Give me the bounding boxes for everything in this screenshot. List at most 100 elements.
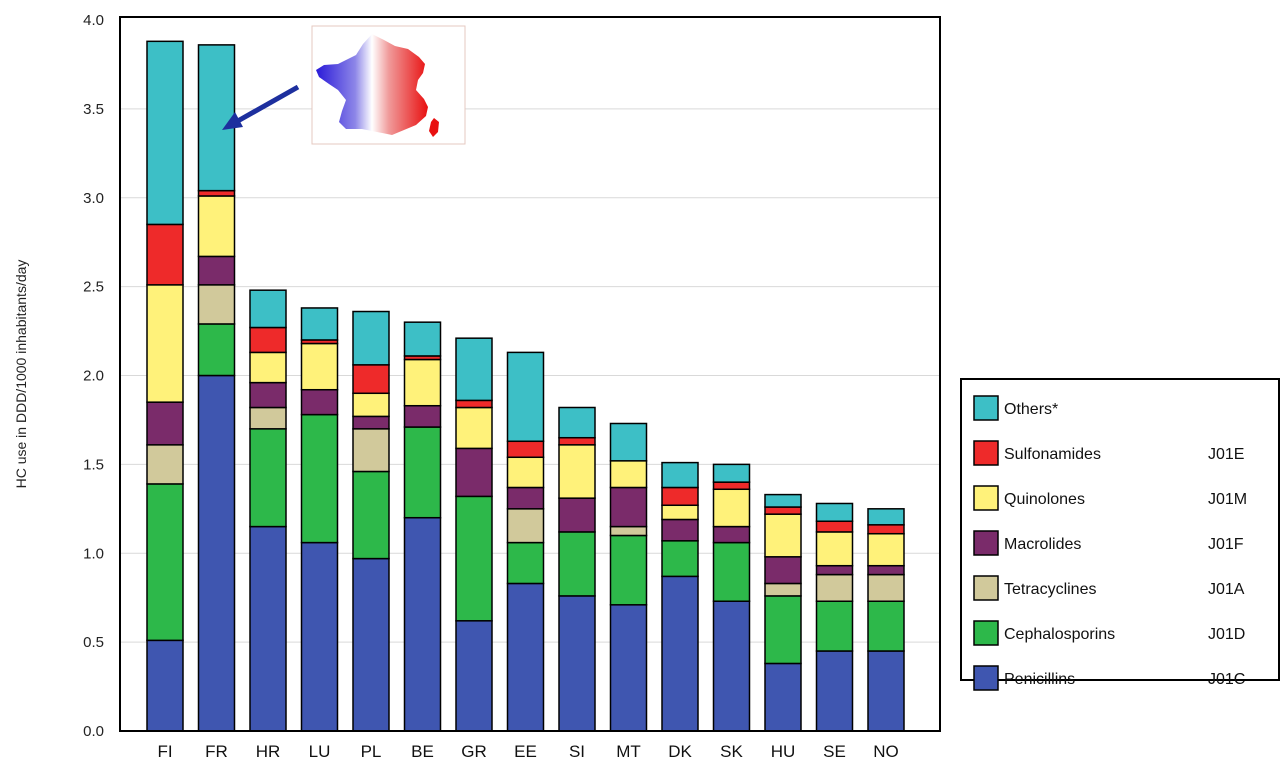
bar-segment-lu-cephalosporins	[300, 413, 339, 544]
bar-segment-gr-cephalosporins	[455, 495, 493, 622]
bar-segment-pl-macrolides	[352, 415, 390, 430]
bar-segment-se-penicillins	[815, 650, 854, 732]
legend-label: Quinolones	[1004, 491, 1085, 508]
y-tick-label: 2.5	[83, 279, 104, 296]
x-category-label: SK	[720, 742, 743, 761]
bar-segment-mt-macrolides	[609, 486, 648, 528]
bar-segment-no-cephalosporins	[867, 600, 905, 652]
bar-segment-ee-cephalosporins	[506, 541, 545, 585]
bar-segment-no-macrolides	[867, 564, 905, 576]
y-tick-label: 3.5	[83, 101, 104, 118]
bar-segment-pl-quinolones	[352, 392, 390, 418]
bar-segment-mt-cephalosporins	[609, 534, 648, 606]
bar-segment-sk-quinolones	[712, 488, 751, 528]
y-axis-ticks: 0.0 0.5 1.0 1.5 2.0 2.5 3.0 3.5 4.0	[83, 12, 104, 740]
bar-segment-pl-others	[352, 310, 390, 366]
annotation-arrow	[234, 84, 300, 125]
bar-segment-no-tetracyclines	[867, 573, 905, 602]
bar-segment-no-others	[867, 508, 905, 526]
x-category-label: BE	[411, 742, 434, 761]
bar-segment-gr-macrolides	[455, 447, 493, 498]
legend-code: J01C	[1208, 671, 1245, 688]
x-category-label: FI	[157, 742, 172, 761]
bar-segment-se-tetracyclines	[815, 573, 854, 602]
x-category-label: EE	[514, 742, 537, 761]
legend-swatch	[973, 530, 999, 556]
bar-segment-be-quinolones	[403, 358, 442, 407]
bar-segment-gr-quinolones	[455, 406, 493, 450]
bar-segment-fi-macrolides	[146, 401, 184, 446]
bar-segment-lu-quinolones	[300, 342, 339, 391]
legend-swatch	[973, 665, 999, 691]
bar-segment-fr-sulfonamides	[197, 189, 236, 197]
y-tick-label: 3.0	[83, 190, 104, 207]
y-axis-title: HC use in DDD/1000 inhabitants/day	[13, 260, 29, 489]
bar-segment-hu-quinolones	[764, 513, 802, 558]
bar-segment-hu-sulfonamides	[764, 506, 802, 515]
legend-code: J01D	[1208, 626, 1245, 643]
x-category-label: SI	[569, 742, 585, 761]
x-category-label: HR	[256, 742, 281, 761]
bar-segment-hr-quinolones	[249, 351, 287, 384]
x-category-label: HU	[771, 742, 796, 761]
legend-box	[960, 378, 1280, 681]
x-category-label: NO	[873, 742, 899, 761]
legend-swatch	[973, 485, 999, 511]
x-category-label: MT	[616, 742, 641, 761]
annotation-arrowhead	[222, 112, 243, 130]
x-category-label: FR	[205, 742, 228, 761]
y-tick-label: 4.0	[83, 12, 104, 29]
legend-label: Cephalosporins	[1004, 626, 1115, 643]
bar-segment-mt-penicillins	[609, 604, 648, 732]
bar-segment-gr-sulfonamides	[455, 399, 493, 409]
legend-code: J01M	[1208, 491, 1247, 508]
bar-segment-ee-penicillins	[506, 582, 545, 732]
bar-segment-gr-others	[455, 337, 493, 402]
y-tick-label: 0.0	[83, 723, 104, 740]
x-category-label: DK	[668, 742, 692, 761]
bar-segment-ee-tetracyclines	[506, 508, 545, 544]
legend-label: Others*	[1004, 401, 1058, 418]
bar-segment-fi-others	[146, 40, 184, 226]
bar-segment-se-others	[815, 502, 854, 523]
bar-segment-sk-cephalosporins	[712, 541, 751, 602]
bar-segment-hu-penicillins	[764, 662, 802, 732]
bar-segment-fr-tetracyclines	[197, 284, 236, 325]
bar-segment-fi-penicillins	[146, 639, 184, 732]
bar-segment-fr-others	[197, 44, 236, 192]
legend-label: Sulfonamides	[1004, 446, 1101, 463]
bar-segment-pl-sulfonamides	[352, 364, 390, 395]
legend-swatch	[973, 395, 999, 421]
legend-label: Penicillins	[1004, 671, 1075, 688]
bar-segment-lu-others	[300, 307, 339, 341]
bar-segment-mt-quinolones	[609, 460, 648, 489]
bar-segment-pl-penicillins	[352, 557, 390, 732]
bar-segment-ee-others	[506, 351, 545, 443]
legend-code: J01A	[1208, 581, 1245, 598]
legend: Others* Sulfonamides J01E Quinolones J01M Mac…	[973, 395, 1247, 691]
bar-segment-sk-others	[712, 463, 751, 483]
bar-segment-si-sulfonamides	[558, 436, 596, 446]
bar-segment-sk-penicillins	[712, 600, 751, 732]
bar-segment-pl-cephalosporins	[352, 470, 390, 560]
bar-segment-hr-others	[249, 289, 287, 329]
legend-swatch	[973, 620, 999, 646]
bar-segment-fi-quinolones	[146, 284, 184, 403]
bar-segment-se-cephalosporins	[815, 600, 854, 652]
legend-label: Macrolides	[1004, 536, 1081, 553]
bar-segment-hr-penicillins	[249, 525, 287, 732]
legend-code: J01F	[1208, 536, 1244, 553]
bar-segment-dk-macrolides	[661, 518, 699, 542]
bar-segment-fi-cephalosporins	[146, 483, 184, 642]
bar-segment-se-sulfonamides	[815, 520, 854, 533]
bar-segment-mt-tetracyclines	[609, 525, 648, 537]
bars	[146, 40, 905, 732]
legend-swatch	[973, 575, 999, 601]
bar-segment-hr-tetracyclines	[249, 406, 287, 430]
bar-segment-be-cephalosporins	[403, 426, 442, 519]
bar-segment-gr-penicillins	[455, 620, 493, 732]
x-category-label: SE	[823, 742, 846, 761]
bar-segment-no-sulfonamides	[867, 524, 905, 535]
bar-segment-fi-tetracyclines	[146, 444, 184, 485]
